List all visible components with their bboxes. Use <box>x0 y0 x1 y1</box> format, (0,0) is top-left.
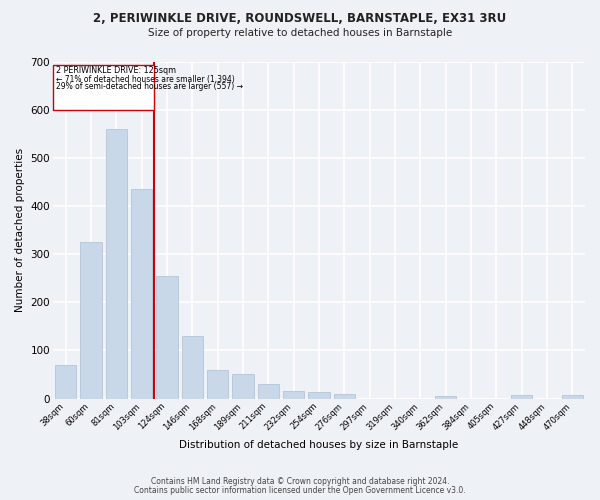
X-axis label: Distribution of detached houses by size in Barnstaple: Distribution of detached houses by size … <box>179 440 458 450</box>
Bar <box>182 336 203 398</box>
Bar <box>55 365 76 398</box>
Bar <box>283 392 304 398</box>
Bar <box>156 276 178 398</box>
Bar <box>511 394 532 398</box>
Bar <box>562 395 583 398</box>
Bar <box>334 394 355 398</box>
Bar <box>308 392 330 398</box>
Text: 29% of semi-detached houses are larger (557) →: 29% of semi-detached houses are larger (… <box>56 82 243 91</box>
Bar <box>435 396 457 398</box>
Bar <box>80 242 102 398</box>
Text: Size of property relative to detached houses in Barnstaple: Size of property relative to detached ho… <box>148 28 452 38</box>
Text: Contains HM Land Registry data © Crown copyright and database right 2024.: Contains HM Land Registry data © Crown c… <box>151 477 449 486</box>
FancyBboxPatch shape <box>53 65 154 110</box>
Bar <box>207 370 229 398</box>
Bar <box>257 384 279 398</box>
Text: Contains public sector information licensed under the Open Government Licence v3: Contains public sector information licen… <box>134 486 466 495</box>
Y-axis label: Number of detached properties: Number of detached properties <box>15 148 25 312</box>
Text: 2, PERIWINKLE DRIVE, ROUNDSWELL, BARNSTAPLE, EX31 3RU: 2, PERIWINKLE DRIVE, ROUNDSWELL, BARNSTA… <box>94 12 506 26</box>
Text: ← 71% of detached houses are smaller (1,394): ← 71% of detached houses are smaller (1,… <box>56 74 235 84</box>
Bar <box>131 189 152 398</box>
Bar <box>106 129 127 398</box>
Bar <box>232 374 254 398</box>
Text: 2 PERIWINKLE DRIVE: 125sqm: 2 PERIWINKLE DRIVE: 125sqm <box>56 66 176 76</box>
